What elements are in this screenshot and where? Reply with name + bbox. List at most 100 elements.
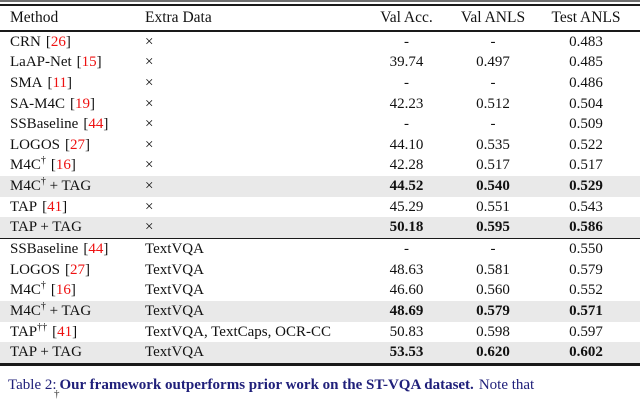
method-name: LOGOS <box>10 136 61 153</box>
method-cell: TAP + TAG <box>0 219 137 236</box>
column-header-extra-data: Extra Data <box>145 9 212 26</box>
method-suffix: + TAG <box>36 219 82 236</box>
method-cell: TAP + TAG <box>0 344 137 361</box>
extra-data-cell: × <box>145 198 154 215</box>
citation-link[interactable]: 27 <box>70 136 86 153</box>
citation-bracket-close: ] <box>62 198 68 215</box>
table-body: CRN [26] × - -0.483 LaAP-Net [15] × 39.74 0.497 0.… <box>0 32 640 363</box>
citation-link[interactable]: 26 <box>50 33 66 50</box>
val-acc-cell: 44.10 <box>389 136 424 153</box>
val-anls-cell: 0.579 <box>476 303 510 320</box>
method-dagger-marker: † <box>40 175 46 187</box>
citation-link[interactable]: 16 <box>55 282 71 299</box>
method-dagger-marker: † <box>40 301 46 313</box>
citation-link[interactable]: 15 <box>81 54 97 71</box>
citation-link[interactable]: 41 <box>47 198 63 215</box>
val-anls-cell: - <box>490 116 496 133</box>
extra-data-cell: TextVQA <box>145 344 204 361</box>
table-row: M4C† + TAG × 44.52 0.540 0.529 <box>0 176 640 197</box>
val-anls-cell: 0.540 <box>476 177 510 194</box>
val-acc-cell: - <box>404 116 409 133</box>
method-suffix: + TAG <box>45 303 92 320</box>
extra-data-cell: TextVQA, TextCaps, OCR-CC <box>145 323 331 340</box>
citation-link[interactable]: 44 <box>88 116 104 133</box>
citation-bracket-close: ] <box>103 116 109 133</box>
extra-data-cell: TextVQA <box>145 261 204 278</box>
val-acc-cell: 39.74 <box>389 54 424 71</box>
column-header-method: Method <box>10 9 59 26</box>
val-acc-cell: - <box>404 241 409 258</box>
test-anls-cell: 0.486 <box>569 74 603 91</box>
method-cell: LaAP-Net [15] <box>0 54 137 71</box>
test-anls-cell: 0.579 <box>569 261 603 278</box>
val-anls-cell: 0.598 <box>476 323 510 340</box>
val-anls-cell: 0.517 <box>476 157 510 174</box>
test-anls-cell: 0.522 <box>569 136 603 153</box>
val-anls-cell: - <box>490 74 496 91</box>
citation-link[interactable]: 27 <box>70 261 86 278</box>
method-cell: TAP†† [41] <box>0 322 137 341</box>
citation-bracket-open: [ <box>70 95 76 112</box>
table-row: SMA [11] × - - 0.486 <box>0 73 640 94</box>
extra-data-cell: × <box>145 177 154 194</box>
citation-bracket-open: [ <box>47 74 53 91</box>
citation-bracket-close: ] <box>103 241 109 258</box>
extra-data-cell: × <box>145 74 154 91</box>
method-name: TAP <box>10 344 37 361</box>
citation-link[interactable]: 16 <box>55 157 71 174</box>
val-acc-cell: 50.83 <box>389 323 424 340</box>
extra-data-cell: × <box>145 33 154 50</box>
table-top-rule-outer <box>0 0 640 2</box>
citation-bracket-open: [ <box>52 323 58 340</box>
citation-bracket-open: [ <box>83 241 89 258</box>
method-name: SA-M4C <box>10 95 66 112</box>
table-row: CRN [26] × - - 0.483 <box>0 32 640 53</box>
test-anls-cell: 0.504 <box>569 95 603 112</box>
citation-bracket-close: ] <box>70 282 76 299</box>
method-cell: SA-M4C [19] <box>0 96 137 113</box>
citation-bracket-open: [ <box>65 261 71 278</box>
val-anls-cell: 0.535 <box>476 136 510 153</box>
citation-bracket-close: ] <box>65 33 71 50</box>
table-row: TAP†† [41] TextVQA, TextCaps, OCR-CC 50.83 0… <box>0 322 640 343</box>
citation-link[interactable]: 19 <box>75 95 91 112</box>
method-name: CRN <box>10 33 41 50</box>
citation-link[interactable]: 41 <box>57 323 73 340</box>
method-name: TAP <box>10 323 38 340</box>
citation-bracket-close: ] <box>70 157 76 174</box>
extra-data-cell: × <box>145 95 154 112</box>
caption-note-text: Note that <box>478 376 535 393</box>
val-acc-cell: 46.60 <box>389 282 424 299</box>
table-top-rule-inner <box>0 4 640 6</box>
column-header-val-anls: Val ANLS <box>460 9 526 26</box>
val-acc-cell: 53.53 <box>389 344 424 361</box>
val-acc-cell: 44.52 <box>389 177 424 194</box>
column-header-val-acc: Val Acc. <box>380 9 433 26</box>
val-anls-cell: - <box>490 33 496 50</box>
method-cell: SSBaseline [44] <box>0 116 137 133</box>
val-acc-cell: 42.28 <box>389 157 424 174</box>
citation-link[interactable]: 44 <box>88 241 104 258</box>
extra-data-cell: TextVQA <box>145 303 204 320</box>
test-anls-cell: 0.529 <box>569 177 603 194</box>
val-acc-cell: - <box>404 33 409 50</box>
citation-bracket-close: ] <box>72 323 78 340</box>
method-dagger-marker: † <box>40 155 46 167</box>
test-anls-cell: 0.485 <box>569 54 603 71</box>
table-row: M4C† + TAG TextVQA 48.69 0.579 0.571 <box>0 301 640 322</box>
method-cell: M4C† + TAG <box>0 175 137 195</box>
citation-bracket-close: ] <box>85 136 91 153</box>
method-cell: TAP [41] <box>0 199 137 216</box>
table-row: LOGOS [27] × 44.10 0.535 0.522 <box>0 135 640 156</box>
test-anls-cell: 0.571 <box>569 303 603 320</box>
method-cell: M4C† + TAG <box>0 301 137 320</box>
val-acc-cell: 48.69 <box>389 303 424 320</box>
citation-link[interactable]: 11 <box>52 74 67 91</box>
val-anls-cell: 0.560 <box>476 282 510 299</box>
test-anls-cell: 0.552 <box>569 282 603 299</box>
header-separator-rule <box>0 30 640 32</box>
extra-data-cell: × <box>145 219 154 236</box>
extra-data-cell: × <box>145 54 154 71</box>
citation-bracket-open: [ <box>42 198 48 215</box>
